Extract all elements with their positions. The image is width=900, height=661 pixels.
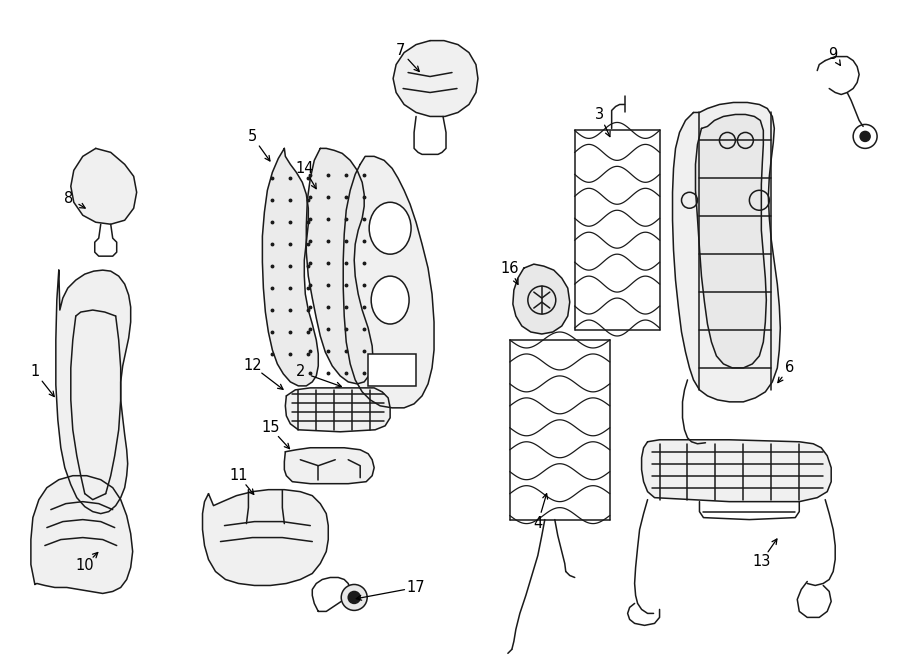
Polygon shape <box>31 476 132 594</box>
Text: 4: 4 <box>533 516 543 531</box>
Polygon shape <box>71 148 137 224</box>
Text: 3: 3 <box>595 107 604 122</box>
Text: 5: 5 <box>248 129 257 144</box>
Text: 17: 17 <box>407 580 426 595</box>
Bar <box>368 354 416 386</box>
Ellipse shape <box>371 276 410 324</box>
Text: 1: 1 <box>31 364 40 379</box>
Polygon shape <box>284 447 374 484</box>
Text: 2: 2 <box>295 364 305 379</box>
Circle shape <box>860 132 870 141</box>
Text: 10: 10 <box>76 558 94 573</box>
Text: 12: 12 <box>243 358 262 373</box>
Polygon shape <box>642 440 832 502</box>
Text: 16: 16 <box>500 260 519 276</box>
Polygon shape <box>343 157 434 408</box>
Ellipse shape <box>369 202 411 254</box>
Polygon shape <box>285 388 390 432</box>
Text: 7: 7 <box>395 43 405 58</box>
Polygon shape <box>696 114 766 368</box>
Polygon shape <box>263 148 319 386</box>
Circle shape <box>341 584 367 610</box>
Text: 15: 15 <box>261 420 280 436</box>
Polygon shape <box>513 264 570 334</box>
Text: 11: 11 <box>230 468 248 483</box>
Polygon shape <box>306 148 373 384</box>
Polygon shape <box>393 40 478 116</box>
Text: 8: 8 <box>64 191 74 206</box>
Polygon shape <box>56 270 130 514</box>
Text: 9: 9 <box>829 47 838 62</box>
Text: 13: 13 <box>752 554 770 569</box>
Polygon shape <box>672 102 780 402</box>
Text: 6: 6 <box>785 360 794 375</box>
Polygon shape <box>202 490 328 586</box>
Circle shape <box>348 592 360 603</box>
Text: 14: 14 <box>295 161 313 176</box>
